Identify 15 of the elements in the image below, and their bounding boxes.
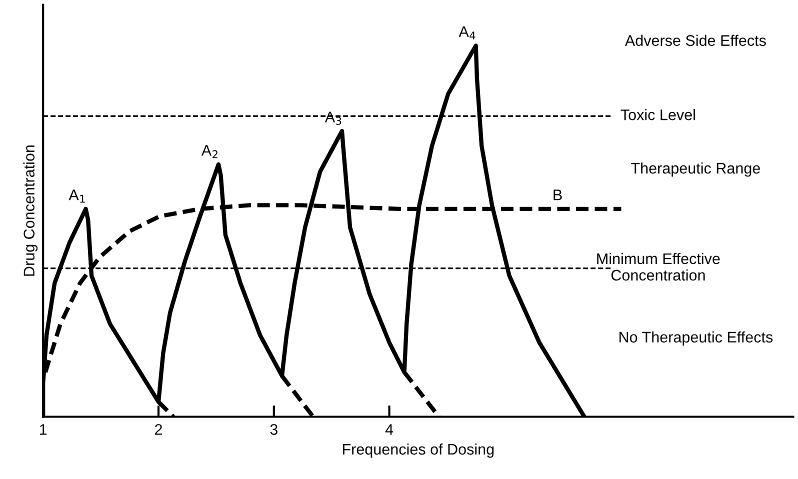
annotation: No Therapeutic Effects	[620, 331, 773, 346]
x-tick-label: 1	[40, 424, 47, 435]
x-tick-label: 2	[155, 424, 162, 435]
y-axis-title: Drug Concentration	[23, 146, 38, 276]
annotation: Adverse Side Effects	[624, 34, 766, 46]
x-tick-label: 3	[270, 424, 278, 435]
ref-line-label: Toxic Level	[620, 109, 695, 120]
annotation: A$_{2}$	[201, 145, 218, 158]
annotation: Therapeutic Range	[631, 162, 760, 177]
ref-line-label: Minimum Effective Concentration	[597, 252, 720, 281]
x-tick-label: 4	[385, 424, 394, 435]
annotation: B	[554, 190, 562, 200]
annotation: A$_{1}$	[68, 190, 85, 203]
annotation: A$_{4}$	[458, 26, 476, 40]
x-axis-title: Frequencies of Dosing	[342, 443, 494, 458]
